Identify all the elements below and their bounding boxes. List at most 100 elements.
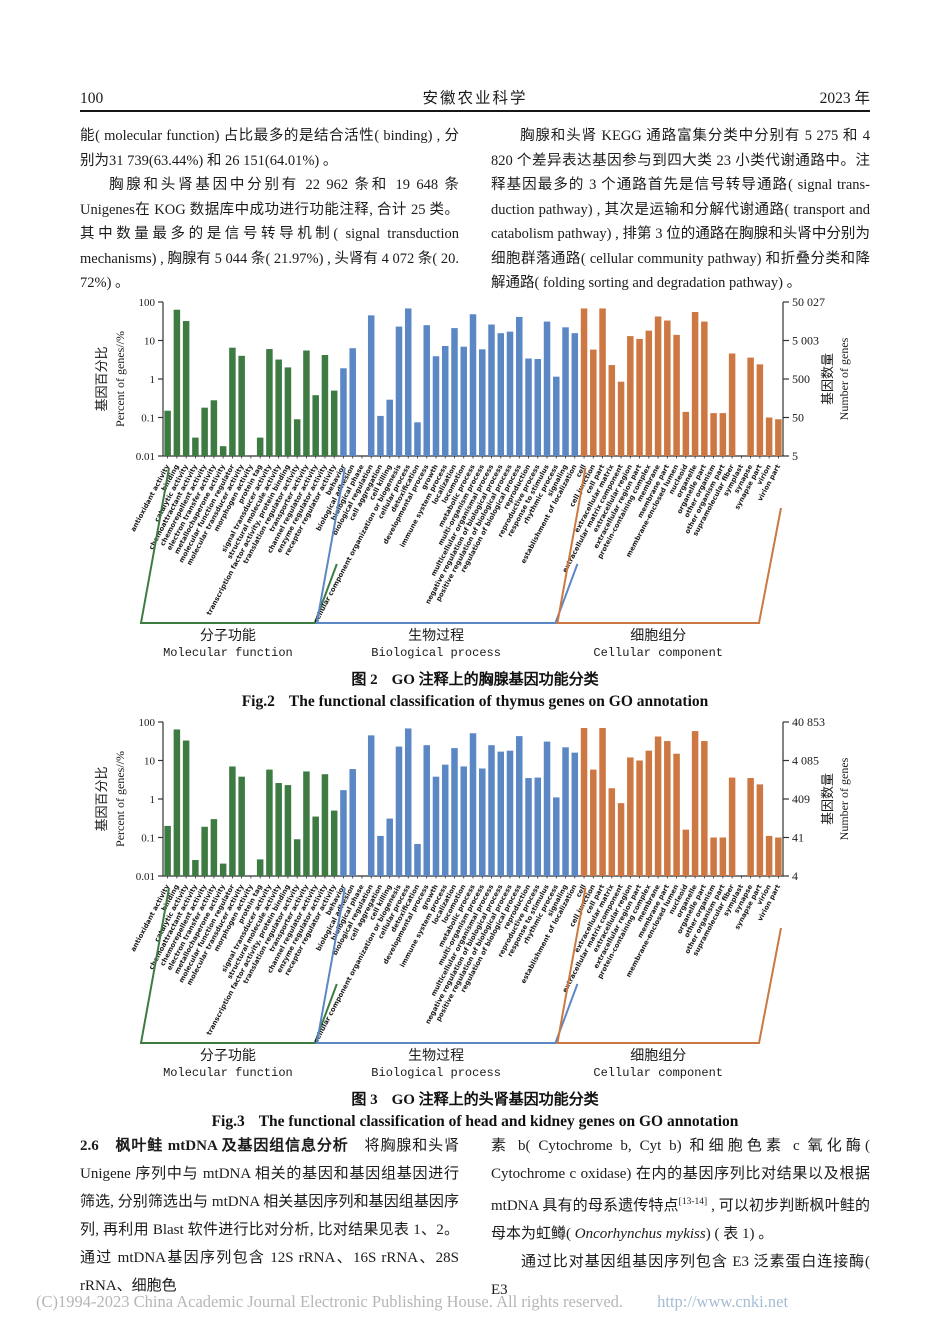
y-right-tick: 50 [792, 411, 804, 425]
bar [340, 790, 347, 876]
bar [275, 783, 282, 876]
y-right-tick: 41 [792, 831, 804, 845]
bar [516, 736, 523, 876]
group-label-en: Molecular function [163, 646, 293, 660]
bar [303, 771, 310, 876]
y-right-title-en: Number of genes [837, 337, 851, 420]
y-left-tick: 0.1 [141, 833, 155, 845]
group-label-en: Cellular component [593, 646, 723, 660]
bar [590, 349, 597, 456]
group-label-cn: 分子功能 [200, 628, 256, 644]
bar [173, 309, 181, 456]
y-left-tick: 0.01 [136, 871, 155, 883]
y-right-tick: 4 085 [792, 754, 819, 768]
bar [349, 348, 356, 456]
bar [636, 760, 643, 876]
bar [534, 777, 542, 876]
y-left-title-en: Percent of genes//% [113, 751, 127, 847]
bar [590, 769, 597, 876]
group-label-cn: 细胞组分 [630, 1048, 686, 1064]
y-left-title-cn: 基因百分比 [94, 766, 109, 831]
paragraph: 胸腺和头肾 KEGG 通路富集分类中分别有 5 275 和 4 820 个差异表… [491, 128, 870, 291]
bar [765, 835, 773, 876]
bar [192, 437, 199, 456]
bar [580, 727, 588, 876]
bar [645, 750, 653, 876]
bar [210, 400, 218, 456]
bar [636, 338, 643, 456]
bar [182, 740, 190, 876]
bar [673, 334, 680, 456]
bar [173, 729, 181, 876]
bar [691, 311, 699, 456]
bar [747, 357, 754, 456]
bar [312, 395, 319, 456]
bar [608, 365, 616, 456]
body-text-bottom: 2.6 枫叶鲑 mtDNA 及基因组信息分析 将胸腺和头肾 Unigene 序列… [80, 1132, 870, 1304]
copyright-text: (C)1994-2023 China Academic Journal Elec… [36, 1292, 624, 1311]
bar [488, 745, 495, 876]
bar [423, 745, 430, 876]
cnki-url: http://www.cnki.net [657, 1292, 789, 1311]
bar [664, 741, 671, 876]
header-rule [80, 110, 870, 112]
bar [728, 353, 736, 456]
bar [673, 753, 680, 876]
bar [534, 359, 542, 456]
group-label-en: Molecular function [163, 1066, 293, 1080]
text-column-right: 胸腺和头肾 KEGG 通路富集分类中分别有 5 275 和 4 820 个差异表… [491, 124, 870, 296]
bar [321, 774, 329, 876]
bar [441, 764, 449, 876]
group-bracket [139, 887, 338, 1044]
bar [479, 349, 486, 456]
bar [682, 411, 690, 456]
y-left-tick: 0.1 [141, 413, 155, 425]
page-header: 100 安徽农业科学 2023 年 [80, 86, 870, 108]
bar [553, 797, 560, 876]
bar [580, 308, 588, 456]
bar [747, 778, 754, 876]
bar [506, 750, 514, 876]
y-right-tick: 50 027 [792, 296, 825, 309]
bar [571, 752, 579, 876]
bar [395, 746, 403, 876]
y-left-tick: 1 [150, 374, 156, 386]
bar [488, 324, 495, 456]
bar [516, 316, 523, 456]
bar [284, 367, 292, 456]
bar [293, 839, 301, 876]
group-bracket [139, 467, 338, 624]
bar [506, 331, 514, 456]
bar [395, 326, 403, 456]
bar [303, 350, 310, 456]
figure-2: 100 10 1 0.1 0.01 50 027 5 003 500 50 5 基因百分比 Perce… [80, 296, 870, 716]
bar [367, 735, 375, 876]
bar [479, 768, 486, 876]
bar [654, 736, 662, 876]
bar [266, 349, 273, 456]
bar [525, 358, 532, 456]
bar [719, 837, 727, 876]
paragraph: 胸腺和头肾基因中分别有 22 962 条和 19 648 条 Unigenes在… [80, 177, 459, 291]
group-label-cn: 生物过程 [408, 1048, 464, 1064]
bar [210, 819, 218, 876]
group-label-en: Cellular component [593, 1066, 723, 1080]
bar [256, 859, 264, 876]
bar [275, 359, 282, 456]
bar [451, 748, 458, 876]
bar [497, 333, 505, 456]
y-left-tick: 1 [150, 794, 156, 806]
bar [256, 437, 264, 456]
go-bar-chart: 100 10 1 0.1 0.01 50 027 5 003 500 50 5 基因百分比 Perce… [94, 296, 851, 660]
bar [775, 837, 782, 876]
group-label-en: Biological process [371, 1066, 501, 1080]
bar [728, 777, 736, 876]
paragraph: 2.6 枫叶鲑 mtDNA 及基因组信息分析 将胸腺和头肾 Unigene 序列… [80, 1138, 459, 1294]
bar [553, 376, 560, 456]
bar [432, 356, 440, 456]
bar [219, 446, 227, 456]
figure-3: 100 10 1 0.1 0.01 40 853 4 085 409 41 4 基因百分比 Perce… [80, 716, 870, 1136]
page-footer: (C)1994-2023 China Academic Journal Elec… [36, 1292, 788, 1312]
bar [192, 860, 199, 876]
bar [219, 863, 227, 876]
